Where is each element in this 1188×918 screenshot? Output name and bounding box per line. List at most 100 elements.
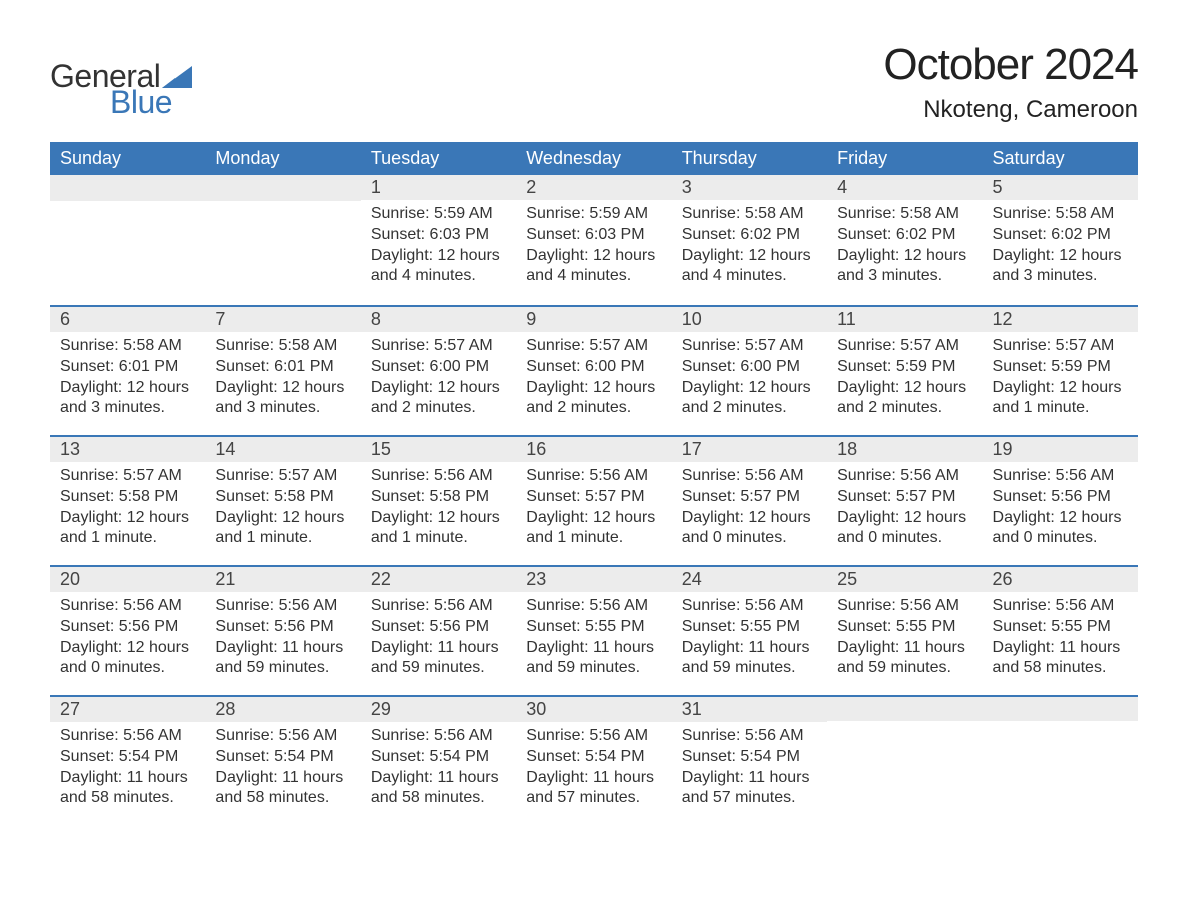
calendar-cell: 2Sunrise: 5:59 AMSunset: 6:03 PMDaylight… (516, 175, 671, 305)
sunrise-text: Sunrise: 5:58 AM (993, 204, 1128, 225)
daylight-text: Daylight: 11 hours and 59 minutes. (837, 638, 972, 680)
day-content: Sunrise: 5:56 AMSunset: 5:56 PMDaylight:… (361, 592, 516, 687)
day-content: Sunrise: 5:58 AMSunset: 6:02 PMDaylight:… (672, 200, 827, 295)
sunrise-text: Sunrise: 5:57 AM (371, 336, 506, 357)
calendar-body: 1Sunrise: 5:59 AMSunset: 6:03 PMDaylight… (50, 175, 1138, 825)
empty-day-bar (983, 695, 1138, 721)
page-header: General Blue October 2024 Nkoteng, Camer… (50, 40, 1138, 124)
sunset-text: Sunset: 6:03 PM (526, 225, 661, 246)
title-block: October 2024 Nkoteng, Cameroon (883, 40, 1138, 124)
day-content: Sunrise: 5:56 AMSunset: 5:55 PMDaylight:… (672, 592, 827, 687)
sunrise-text: Sunrise: 5:56 AM (215, 726, 350, 747)
daylight-text: Daylight: 12 hours and 1 minute. (60, 508, 195, 550)
day-content: Sunrise: 5:56 AMSunset: 5:57 PMDaylight:… (516, 462, 671, 557)
day-number: 28 (205, 695, 360, 722)
day-content: Sunrise: 5:56 AMSunset: 5:54 PMDaylight:… (205, 722, 360, 817)
day-content: Sunrise: 5:57 AMSunset: 6:00 PMDaylight:… (361, 332, 516, 427)
calendar-week-row: 1Sunrise: 5:59 AMSunset: 6:03 PMDaylight… (50, 175, 1138, 305)
daylight-text: Daylight: 12 hours and 0 minutes. (993, 508, 1128, 550)
month-title: October 2024 (883, 40, 1138, 90)
day-number: 5 (983, 175, 1138, 200)
logo-text-blue: Blue (110, 86, 192, 118)
sunset-text: Sunset: 5:55 PM (993, 617, 1128, 638)
calendar-cell: 25Sunrise: 5:56 AMSunset: 5:55 PMDayligh… (827, 565, 982, 695)
sunrise-text: Sunrise: 5:57 AM (60, 466, 195, 487)
logo: General Blue (50, 40, 192, 118)
day-number: 17 (672, 435, 827, 462)
empty-day-bar (827, 695, 982, 721)
sunrise-text: Sunrise: 5:57 AM (993, 336, 1128, 357)
calendar-cell: 23Sunrise: 5:56 AMSunset: 5:55 PMDayligh… (516, 565, 671, 695)
sunrise-text: Sunrise: 5:58 AM (682, 204, 817, 225)
sunset-text: Sunset: 6:00 PM (371, 357, 506, 378)
calendar-week-row: 27Sunrise: 5:56 AMSunset: 5:54 PMDayligh… (50, 695, 1138, 825)
calendar-cell: 26Sunrise: 5:56 AMSunset: 5:55 PMDayligh… (983, 565, 1138, 695)
day-content: Sunrise: 5:58 AMSunset: 6:01 PMDaylight:… (205, 332, 360, 427)
calendar-table: Sunday Monday Tuesday Wednesday Thursday… (50, 142, 1138, 825)
daylight-text: Daylight: 11 hours and 57 minutes. (526, 768, 661, 810)
calendar-cell: 21Sunrise: 5:56 AMSunset: 5:56 PMDayligh… (205, 565, 360, 695)
day-number: 9 (516, 305, 671, 332)
day-content: Sunrise: 5:56 AMSunset: 5:57 PMDaylight:… (827, 462, 982, 557)
sunset-text: Sunset: 6:00 PM (526, 357, 661, 378)
calendar-cell: 27Sunrise: 5:56 AMSunset: 5:54 PMDayligh… (50, 695, 205, 825)
day-number: 4 (827, 175, 982, 200)
daylight-text: Daylight: 12 hours and 3 minutes. (993, 246, 1128, 288)
daylight-text: Daylight: 11 hours and 58 minutes. (993, 638, 1128, 680)
calendar-cell: 24Sunrise: 5:56 AMSunset: 5:55 PMDayligh… (672, 565, 827, 695)
sunrise-text: Sunrise: 5:58 AM (837, 204, 972, 225)
day-content: Sunrise: 5:56 AMSunset: 5:56 PMDaylight:… (983, 462, 1138, 557)
calendar-cell: 4Sunrise: 5:58 AMSunset: 6:02 PMDaylight… (827, 175, 982, 305)
day-content: Sunrise: 5:56 AMSunset: 5:54 PMDaylight:… (672, 722, 827, 817)
calendar-week-row: 20Sunrise: 5:56 AMSunset: 5:56 PMDayligh… (50, 565, 1138, 695)
calendar-cell: 12Sunrise: 5:57 AMSunset: 5:59 PMDayligh… (983, 305, 1138, 435)
daylight-text: Daylight: 12 hours and 3 minutes. (60, 378, 195, 420)
daylight-text: Daylight: 11 hours and 58 minutes. (60, 768, 195, 810)
day-content: Sunrise: 5:57 AMSunset: 5:59 PMDaylight:… (827, 332, 982, 427)
day-number: 15 (361, 435, 516, 462)
sunrise-text: Sunrise: 5:57 AM (215, 466, 350, 487)
sunrise-text: Sunrise: 5:56 AM (526, 596, 661, 617)
calendar-cell (50, 175, 205, 305)
day-content: Sunrise: 5:56 AMSunset: 5:54 PMDaylight:… (516, 722, 671, 817)
weekday-header: Friday (827, 142, 982, 175)
calendar-cell: 14Sunrise: 5:57 AMSunset: 5:58 PMDayligh… (205, 435, 360, 565)
sunrise-text: Sunrise: 5:57 AM (837, 336, 972, 357)
sunset-text: Sunset: 5:54 PM (371, 747, 506, 768)
day-number: 13 (50, 435, 205, 462)
calendar-cell (827, 695, 982, 825)
day-number: 19 (983, 435, 1138, 462)
day-content: Sunrise: 5:56 AMSunset: 5:55 PMDaylight:… (983, 592, 1138, 687)
daylight-text: Daylight: 12 hours and 0 minutes. (682, 508, 817, 550)
day-number: 27 (50, 695, 205, 722)
calendar-cell: 5Sunrise: 5:58 AMSunset: 6:02 PMDaylight… (983, 175, 1138, 305)
sunrise-text: Sunrise: 5:59 AM (526, 204, 661, 225)
daylight-text: Daylight: 12 hours and 2 minutes. (682, 378, 817, 420)
calendar-cell: 20Sunrise: 5:56 AMSunset: 5:56 PMDayligh… (50, 565, 205, 695)
sunset-text: Sunset: 5:54 PM (215, 747, 350, 768)
sunrise-text: Sunrise: 5:57 AM (526, 336, 661, 357)
day-content: Sunrise: 5:57 AMSunset: 6:00 PMDaylight:… (672, 332, 827, 427)
sunset-text: Sunset: 5:54 PM (682, 747, 817, 768)
sunrise-text: Sunrise: 5:56 AM (837, 466, 972, 487)
sunset-text: Sunset: 5:56 PM (993, 487, 1128, 508)
calendar-cell: 19Sunrise: 5:56 AMSunset: 5:56 PMDayligh… (983, 435, 1138, 565)
day-number: 11 (827, 305, 982, 332)
calendar-cell (205, 175, 360, 305)
calendar-cell: 9Sunrise: 5:57 AMSunset: 6:00 PMDaylight… (516, 305, 671, 435)
sunset-text: Sunset: 6:02 PM (837, 225, 972, 246)
day-number: 10 (672, 305, 827, 332)
day-content: Sunrise: 5:58 AMSunset: 6:02 PMDaylight:… (827, 200, 982, 295)
sunset-text: Sunset: 5:54 PM (60, 747, 195, 768)
day-number: 30 (516, 695, 671, 722)
sunrise-text: Sunrise: 5:56 AM (837, 596, 972, 617)
day-content: Sunrise: 5:56 AMSunset: 5:54 PMDaylight:… (50, 722, 205, 817)
daylight-text: Daylight: 11 hours and 58 minutes. (371, 768, 506, 810)
sunrise-text: Sunrise: 5:57 AM (682, 336, 817, 357)
daylight-text: Daylight: 11 hours and 59 minutes. (215, 638, 350, 680)
sunrise-text: Sunrise: 5:56 AM (371, 726, 506, 747)
sunset-text: Sunset: 5:58 PM (371, 487, 506, 508)
calendar-cell: 3Sunrise: 5:58 AMSunset: 6:02 PMDaylight… (672, 175, 827, 305)
calendar-cell: 10Sunrise: 5:57 AMSunset: 6:00 PMDayligh… (672, 305, 827, 435)
sunrise-text: Sunrise: 5:56 AM (371, 596, 506, 617)
